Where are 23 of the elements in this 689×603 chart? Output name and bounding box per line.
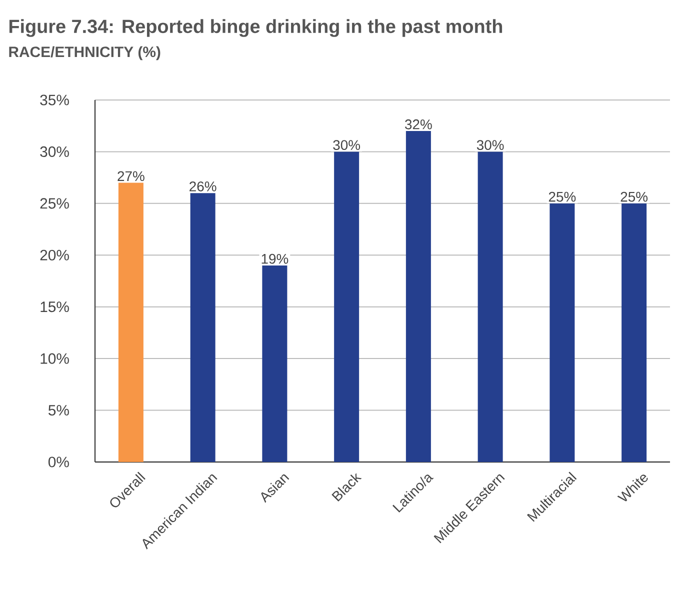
data-label: 27% (118, 171, 144, 182)
data-label: 30% (333, 140, 360, 150)
y-tick-label: 30% (40, 146, 69, 157)
data-label: 26% (190, 181, 216, 192)
chart-title: Figure 7.34: Reported binge drinking in the past month (9, 19, 502, 37)
bar (478, 152, 503, 462)
y-tick-label: 15% (40, 302, 69, 312)
data-label: 30% (476, 140, 504, 150)
bar (622, 203, 647, 462)
y-tick-label: 20% (40, 250, 69, 260)
bar (550, 203, 575, 462)
chart-subtitle: RACE/ETHNICITY (%) (9, 46, 160, 60)
data-label: 19% (262, 254, 288, 264)
y-tick-label: 25% (40, 198, 69, 209)
bar (334, 152, 360, 462)
data-label: 25% (620, 192, 648, 202)
y-tick-label: 10% (40, 353, 69, 364)
y-tick-label: 5% (48, 405, 69, 416)
data-label: 25% (548, 192, 576, 202)
bar (262, 265, 288, 462)
y-tick-label: 0% (48, 456, 69, 468)
data-label: 32% (405, 119, 432, 130)
y-tick-label: 35% (40, 94, 69, 106)
